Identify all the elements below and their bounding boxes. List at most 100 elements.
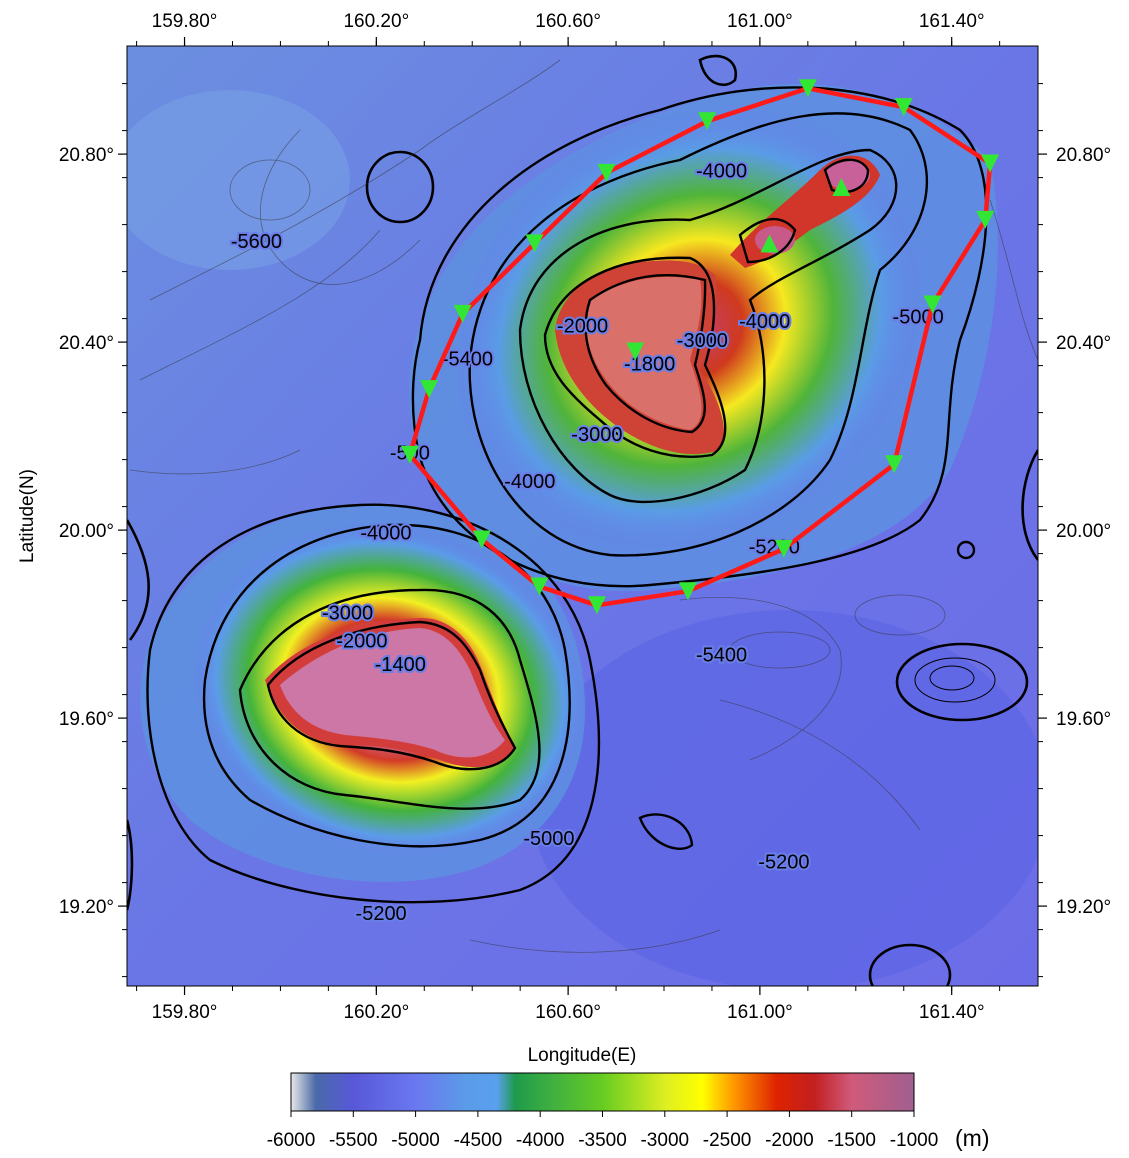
- colorbar-label: -2500: [703, 1130, 752, 1151]
- contour-line: [738, 217, 797, 264]
- contour-label: -4000: [696, 161, 747, 183]
- colorbar-label: -5000: [391, 1130, 440, 1151]
- colorbar-label: -3500: [578, 1130, 627, 1151]
- station-marker-down: [976, 210, 995, 229]
- contour-line: [679, 597, 842, 761]
- colorbar-label: -4500: [454, 1130, 503, 1151]
- contour-line: [895, 642, 1029, 722]
- survey-track-line: [407, 86, 993, 608]
- colorbar-label: -1000: [890, 1130, 939, 1151]
- contour-label: -4000: [739, 311, 790, 333]
- station-marker-down: [923, 295, 942, 314]
- x-tick-label-bottom: 160.20°: [343, 1002, 409, 1023]
- contour-line: [229, 159, 311, 221]
- x-tick-label-bottom: 161.00°: [727, 1002, 793, 1023]
- contour-label: -5200: [356, 903, 407, 925]
- contour-line: [266, 620, 517, 771]
- northeast-summit-core: [586, 276, 702, 430]
- colorbar-label: -5500: [329, 1130, 378, 1151]
- station-marker-down: [698, 112, 717, 131]
- station-marker-down: [400, 445, 419, 464]
- colorbar-label: -3000: [640, 1130, 689, 1151]
- colorbar-label: -2000: [765, 1130, 814, 1151]
- station-marker-down: [597, 163, 616, 182]
- contour-line: [202, 523, 571, 848]
- station-marker-down: [894, 98, 913, 117]
- y-tick-label-right: 19.20°: [1056, 897, 1111, 918]
- x-tick-label-top: 160.60°: [535, 11, 601, 32]
- station-marker-down: [587, 596, 606, 615]
- y-tick-label-right: 20.80°: [1056, 145, 1111, 166]
- contour-label: -1800: [624, 353, 675, 375]
- x-tick-label-top: 161.00°: [727, 11, 793, 32]
- colorbar-unit: (m): [955, 1125, 989, 1151]
- contour-line: [929, 665, 975, 691]
- station-markers: [400, 79, 1000, 615]
- contour-line: [518, 148, 898, 504]
- survey-track: [407, 86, 993, 608]
- y-tick-label-left: 20.40°: [59, 333, 114, 354]
- y-tick-label-left: 20.80°: [59, 145, 114, 166]
- contour-line: [129, 449, 301, 475]
- colorbar-label: -4000: [516, 1130, 565, 1151]
- y-tick-label-right: 20.40°: [1056, 333, 1111, 354]
- y-tick-label-right: 19.60°: [1056, 709, 1111, 730]
- contour-line: [729, 631, 831, 669]
- x-tick-label-bottom: 159.80°: [152, 1002, 218, 1023]
- contour-labels: -5600-5400-500-4000-3000-2000-1400-2000-…: [229, 159, 946, 928]
- station-marker-down: [472, 530, 491, 549]
- colorbar-ramp: [290, 1072, 915, 1112]
- contour-line: [719, 699, 921, 831]
- y-tick-label-left: 19.60°: [59, 709, 114, 730]
- x-tick-label-bottom: 161.40°: [919, 1002, 985, 1023]
- contour-line: [469, 929, 721, 953]
- x-axis-title: Longitude(E): [528, 1045, 637, 1066]
- station-marker-up: [832, 178, 851, 196]
- abyssal-basin-east: [530, 610, 1038, 986]
- contour-label: -1400: [375, 654, 426, 676]
- contour-line: [127, 819, 134, 911]
- abyssal-plain-west: [127, 90, 350, 270]
- y-axis-title: Latitude(N): [17, 469, 38, 563]
- contour-line: [854, 594, 946, 636]
- y-tick-label-left: 19.20°: [59, 897, 114, 918]
- contour-line: [146, 503, 601, 904]
- station-marker-down: [530, 577, 549, 596]
- x-tick-label-top: 160.20°: [343, 11, 409, 32]
- station-marker-down: [626, 342, 645, 361]
- contour-label: -5000: [523, 828, 574, 850]
- map-frame: [126, 45, 1039, 987]
- x-tick-label-top: 159.80°: [152, 11, 218, 32]
- x-tick-label-top: 161.40°: [919, 11, 985, 32]
- contour-label: -3000: [677, 330, 728, 352]
- axis-ticks: 159.80° 159.80° 160.20° 160.20° 160.60° 160.6…: [59, 11, 1111, 1023]
- contour-line: [543, 256, 727, 458]
- station-marker-down: [453, 304, 472, 323]
- contour-line: [989, 199, 1038, 361]
- southwest-summit-core: [280, 628, 505, 758]
- contour-line: [868, 943, 952, 986]
- station-marker-down: [525, 234, 544, 253]
- contour-label: -5400: [442, 349, 493, 371]
- station-marker-down: [420, 380, 439, 399]
- contour-label: -5000: [893, 306, 944, 328]
- contour-line: [259, 129, 421, 285]
- contour-line: [914, 657, 996, 703]
- colorbar-label: -6000: [267, 1130, 316, 1151]
- contour-label: -3000: [322, 602, 373, 624]
- y-tick-label-right: 20.00°: [1056, 521, 1111, 542]
- station-marker-down: [678, 582, 697, 601]
- map-plot-area: -5600-5400-500-4000-3000-2000-1400-2000-…: [127, 46, 1038, 986]
- contour-label: -2000: [557, 316, 608, 338]
- contour-line: [468, 112, 929, 557]
- contour-line: [365, 150, 435, 224]
- contour-label: -4000: [504, 471, 555, 493]
- x-tick-label-bottom: 160.60°: [535, 1002, 601, 1023]
- contour-line: [149, 59, 561, 301]
- contour-label: -5400: [696, 645, 747, 667]
- colorbar-label: -1500: [827, 1130, 876, 1151]
- contour-line: [638, 813, 694, 850]
- contour-line: [956, 540, 976, 560]
- colorbar-labels: -6000 -5500 -5000 -4500 -4000 -3500 -3000 -2500…: [267, 1111, 939, 1151]
